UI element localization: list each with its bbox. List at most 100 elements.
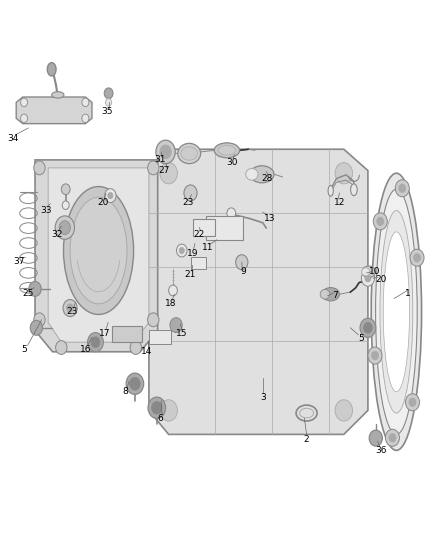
Circle shape [160,400,177,421]
Circle shape [160,163,177,184]
Circle shape [413,254,420,262]
Polygon shape [193,219,215,236]
Polygon shape [149,149,368,434]
Circle shape [184,185,197,201]
Circle shape [130,341,141,354]
Text: 5: 5 [21,345,27,353]
Circle shape [62,201,69,209]
Circle shape [236,255,248,270]
Text: 23: 23 [67,308,78,316]
Circle shape [369,430,382,446]
Text: 14: 14 [141,348,152,356]
Text: 34: 34 [7,134,19,143]
Ellipse shape [70,197,127,304]
Circle shape [335,400,353,421]
Text: 31: 31 [154,156,166,164]
Ellipse shape [218,146,236,155]
Text: 33: 33 [40,206,52,215]
Circle shape [364,322,372,333]
Circle shape [385,429,399,446]
Ellipse shape [383,232,410,392]
Text: 7: 7 [332,292,338,300]
Circle shape [21,98,28,107]
Circle shape [371,351,378,360]
Text: 32: 32 [51,230,63,239]
Circle shape [389,433,396,442]
Text: 20: 20 [375,276,387,284]
Circle shape [67,304,74,312]
Circle shape [399,184,406,192]
Text: 9: 9 [240,268,246,276]
Circle shape [148,161,159,175]
Circle shape [34,313,45,327]
Text: 5: 5 [358,334,364,343]
Text: 22: 22 [194,230,205,239]
Circle shape [373,213,387,230]
Text: 3: 3 [260,393,266,401]
Circle shape [395,180,409,197]
Polygon shape [35,160,158,352]
Circle shape [177,244,187,257]
Ellipse shape [246,168,258,180]
Circle shape [82,98,89,107]
Ellipse shape [380,211,413,413]
Ellipse shape [181,147,198,160]
Text: 15: 15 [176,329,187,337]
Circle shape [410,249,424,266]
Ellipse shape [328,185,333,196]
Circle shape [409,398,416,407]
Circle shape [148,313,159,327]
Circle shape [126,373,144,394]
Circle shape [56,341,67,354]
Ellipse shape [250,166,274,183]
Text: 21: 21 [185,270,196,279]
Circle shape [55,216,74,239]
Text: 19: 19 [187,249,198,257]
Circle shape [88,333,103,352]
Ellipse shape [362,266,375,278]
Circle shape [170,318,182,333]
Text: 28: 28 [261,174,273,183]
Circle shape [106,99,112,106]
Circle shape [406,394,420,411]
Text: 10: 10 [369,268,380,276]
Ellipse shape [52,92,64,98]
Circle shape [91,337,100,348]
Circle shape [152,401,162,414]
Circle shape [82,114,89,123]
Ellipse shape [371,173,421,450]
Circle shape [160,145,171,159]
Circle shape [108,192,113,199]
Circle shape [227,208,236,219]
Ellipse shape [178,143,201,164]
Text: 17: 17 [99,329,111,337]
Text: 8: 8 [122,387,128,396]
Text: 23: 23 [183,198,194,207]
Polygon shape [112,326,142,342]
Text: 12: 12 [334,198,345,207]
Circle shape [361,270,374,286]
Circle shape [148,397,166,418]
Circle shape [156,140,175,164]
Circle shape [34,161,45,175]
Circle shape [179,247,184,254]
Circle shape [360,318,376,337]
Text: 37: 37 [13,257,25,265]
Circle shape [21,114,28,123]
Circle shape [30,320,42,335]
Text: 30: 30 [226,158,238,167]
Circle shape [104,88,113,99]
Text: 20: 20 [97,198,109,207]
Circle shape [335,163,353,184]
Text: 36: 36 [375,446,387,455]
Circle shape [29,281,41,296]
Circle shape [365,274,371,282]
Circle shape [59,221,71,235]
Polygon shape [206,216,243,240]
Ellipse shape [362,268,370,276]
Text: 2: 2 [304,435,309,444]
Polygon shape [149,330,171,344]
Ellipse shape [320,289,330,299]
Ellipse shape [375,189,417,434]
Circle shape [63,300,77,317]
